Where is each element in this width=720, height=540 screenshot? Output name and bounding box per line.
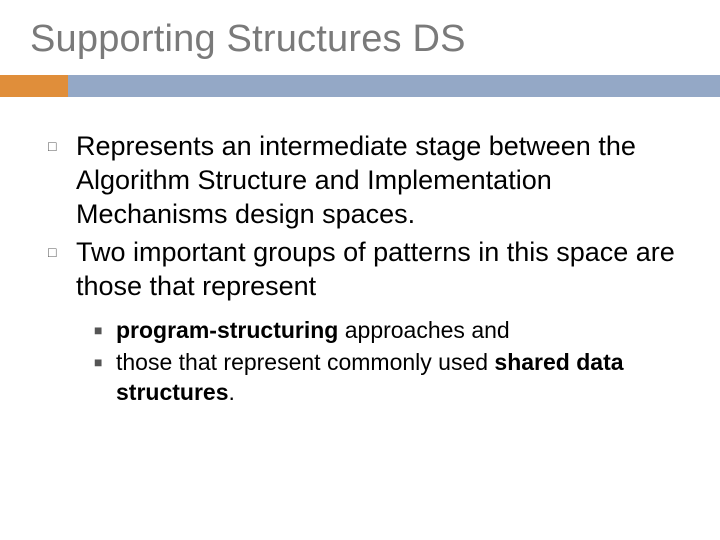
sub-bullet-text: those that represent commonly used share…	[116, 347, 686, 407]
bullet-item: □ Represents an intermediate stage betwe…	[48, 129, 686, 231]
plain-text: those that represent commonly used	[116, 349, 494, 375]
main-bar	[68, 75, 720, 97]
sub-bullet-area: ■ program-structuring approaches and ■ t…	[48, 307, 686, 407]
sub-bullet-text: program-structuring approaches and	[116, 315, 510, 345]
sub-bullet-item: ■ program-structuring approaches and	[94, 315, 686, 345]
square-bullet-icon: □	[48, 129, 76, 163]
accent-block	[0, 75, 68, 97]
bullet-text: Two important groups of patterns in this…	[76, 235, 686, 303]
plain-text: .	[228, 379, 234, 405]
divider-bar	[30, 75, 696, 97]
bullet-item: □ Two important groups of patterns in th…	[48, 235, 686, 303]
filled-square-bullet-icon: ■	[94, 315, 116, 345]
square-bullet-icon: □	[48, 235, 76, 269]
content-area: □ Represents an intermediate stage betwe…	[30, 129, 696, 407]
bold-text: program-structuring	[116, 317, 338, 343]
plain-text: approaches and	[338, 317, 509, 343]
sub-bullet-item: ■ those that represent commonly used sha…	[94, 347, 686, 407]
slide-title: Supporting Structures DS	[30, 18, 696, 61]
bullet-text: Represents an intermediate stage between…	[76, 129, 686, 231]
filled-square-bullet-icon: ■	[94, 347, 116, 377]
slide: Supporting Structures DS □ Represents an…	[0, 0, 720, 540]
